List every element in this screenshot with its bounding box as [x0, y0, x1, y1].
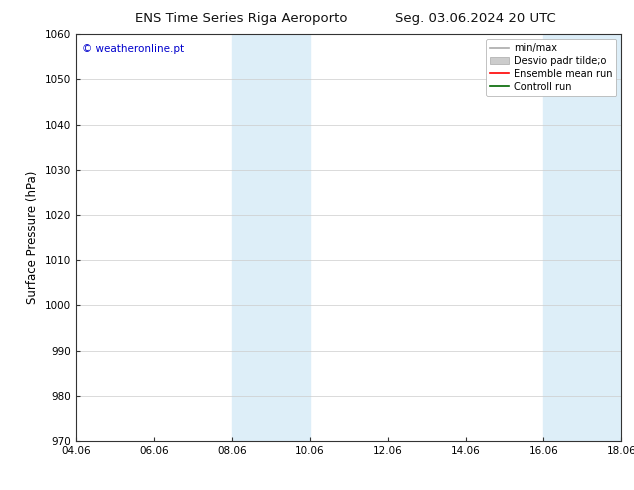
- Legend: min/max, Desvio padr tilde;o, Ensemble mean run, Controll run: min/max, Desvio padr tilde;o, Ensemble m…: [486, 39, 616, 96]
- Bar: [232, 34, 310, 441]
- Bar: [543, 34, 621, 441]
- Text: Seg. 03.06.2024 20 UTC: Seg. 03.06.2024 20 UTC: [395, 12, 556, 25]
- Y-axis label: Surface Pressure (hPa): Surface Pressure (hPa): [27, 171, 39, 304]
- Text: ENS Time Series Riga Aeroporto: ENS Time Series Riga Aeroporto: [134, 12, 347, 25]
- Text: © weatheronline.pt: © weatheronline.pt: [82, 45, 184, 54]
